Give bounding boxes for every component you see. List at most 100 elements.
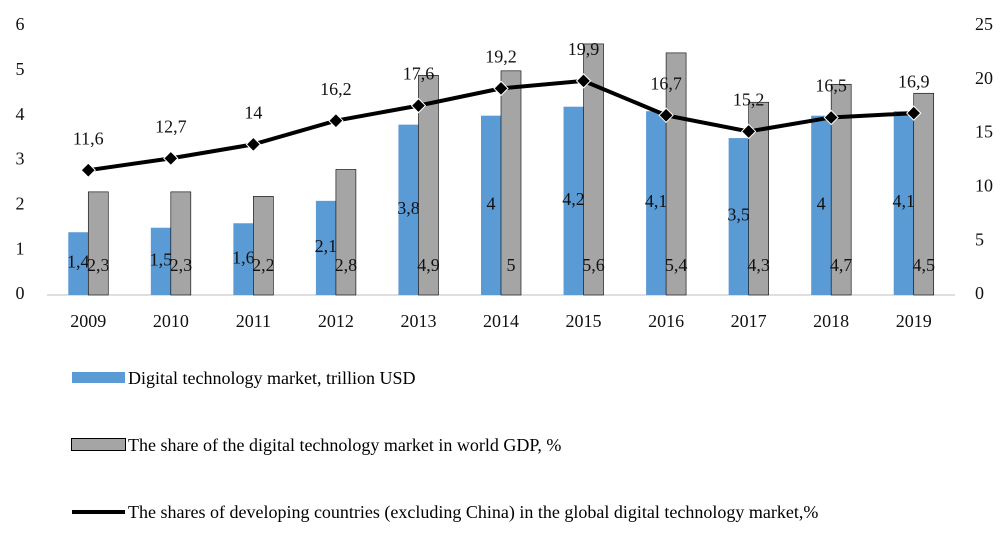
y-tick-label: 4 — [16, 104, 25, 124]
y2-tick-label: 25 — [975, 14, 993, 34]
bar — [811, 115, 832, 296]
bar — [68, 232, 89, 295]
data-label: 19,2 — [485, 47, 517, 67]
data-label: 16,2 — [320, 79, 352, 99]
x-tick-label: 2015 — [566, 311, 602, 331]
legend-swatch — [71, 438, 126, 451]
data-label: 4,2 — [562, 189, 585, 209]
bar — [481, 115, 501, 296]
y-tick-label: 0 — [16, 283, 25, 303]
data-label: 2,8 — [335, 255, 358, 275]
line-marker — [245, 136, 262, 153]
data-label: 2,2 — [252, 255, 275, 275]
bar — [418, 75, 439, 296]
line-marker — [658, 107, 674, 124]
bar — [583, 43, 604, 296]
legend-label: The shares of developing countries (excl… — [128, 502, 819, 522]
data-label: 4,7 — [830, 255, 853, 275]
y-tick-label: 6 — [16, 14, 25, 34]
data-label: 2,3 — [170, 255, 193, 275]
bar — [170, 191, 192, 296]
line-marker — [328, 112, 344, 129]
legend-swatch — [72, 372, 125, 383]
data-label: 4,5 — [912, 255, 935, 275]
line-marker — [410, 97, 427, 114]
data-label: 16,7 — [650, 73, 682, 93]
data-label: 4,1 — [645, 191, 668, 211]
bar — [253, 196, 274, 296]
x-tick-label: 2012 — [318, 311, 354, 331]
line-marker — [823, 109, 839, 126]
data-label: 2,3 — [87, 255, 110, 275]
data-label: 17,6 — [403, 64, 435, 84]
data-label: 1,5 — [150, 250, 173, 270]
data-label: 1,6 — [232, 247, 255, 267]
y2-tick-label: 20 — [975, 68, 993, 88]
data-label: 12,7 — [155, 116, 187, 136]
line-marker — [80, 162, 96, 178]
bar — [646, 111, 667, 295]
legend-item: Digital technology market, trillion USD — [72, 366, 972, 391]
legend-item: The shares of developing countries (excl… — [72, 500, 972, 525]
x-tick-label: 2011 — [236, 311, 271, 331]
x-tick-label: 2010 — [153, 311, 189, 331]
bar — [830, 83, 852, 296]
data-label: 16,5 — [815, 76, 847, 96]
bar — [913, 92, 935, 296]
data-label: 1,4 — [67, 252, 90, 272]
legend-label: Digital technology market, trillion USD — [128, 368, 416, 388]
data-label: 4,3 — [747, 255, 770, 275]
data-label: 11,6 — [73, 128, 104, 148]
data-label: 5,6 — [582, 255, 605, 275]
bar — [893, 111, 914, 295]
data-label: 15,2 — [733, 90, 765, 110]
y-tick-label: 1 — [16, 238, 25, 258]
line-marker — [163, 150, 179, 167]
x-tick-label: 2019 — [896, 311, 932, 331]
legend-item: The share of the digital technology mark… — [71, 433, 972, 458]
bar — [87, 191, 109, 296]
bar — [150, 227, 171, 295]
data-label: 4,9 — [417, 255, 440, 275]
bar — [748, 101, 769, 296]
x-tick-label: 2009 — [70, 311, 106, 331]
x-tick-label: 2017 — [731, 311, 767, 331]
data-label: 3,5 — [727, 205, 750, 225]
x-tick-label: 2016 — [648, 311, 684, 331]
data-label: 16,9 — [898, 71, 930, 91]
data-label: 4 — [817, 193, 826, 213]
legend-swatch — [72, 510, 125, 514]
x-tick-label: 2013 — [400, 311, 436, 331]
y2-tick-label: 10 — [975, 176, 993, 196]
y2-tick-label: 5 — [975, 229, 984, 249]
bar — [728, 138, 749, 295]
x-tick-label: 2014 — [483, 311, 519, 331]
data-label: 5,4 — [665, 255, 688, 275]
y-tick-label: 2 — [16, 193, 25, 213]
bar — [335, 169, 357, 296]
line-marker — [906, 105, 922, 121]
bar — [398, 124, 419, 295]
line-marker — [493, 80, 509, 97]
data-label: 2,1 — [315, 236, 338, 256]
data-label: 19,9 — [568, 39, 600, 59]
legend-label: The share of the digital technology mark… — [128, 435, 562, 455]
data-label: 3,8 — [397, 198, 420, 218]
bar — [563, 106, 584, 295]
y-tick-label: 5 — [16, 59, 25, 79]
line-marker — [575, 73, 592, 89]
line-marker — [740, 123, 757, 140]
y2-tick-label: 15 — [975, 122, 993, 142]
data-label: 14 — [244, 102, 262, 122]
data-label: 4,1 — [892, 191, 915, 211]
data-label: 5 — [507, 255, 516, 275]
bar — [500, 70, 522, 296]
y2-tick-label: 0 — [975, 283, 984, 303]
bar — [315, 200, 336, 295]
x-tick-label: 2018 — [813, 311, 849, 331]
bar — [233, 223, 254, 295]
data-label: 4 — [487, 193, 496, 213]
y-tick-label: 3 — [16, 149, 25, 169]
